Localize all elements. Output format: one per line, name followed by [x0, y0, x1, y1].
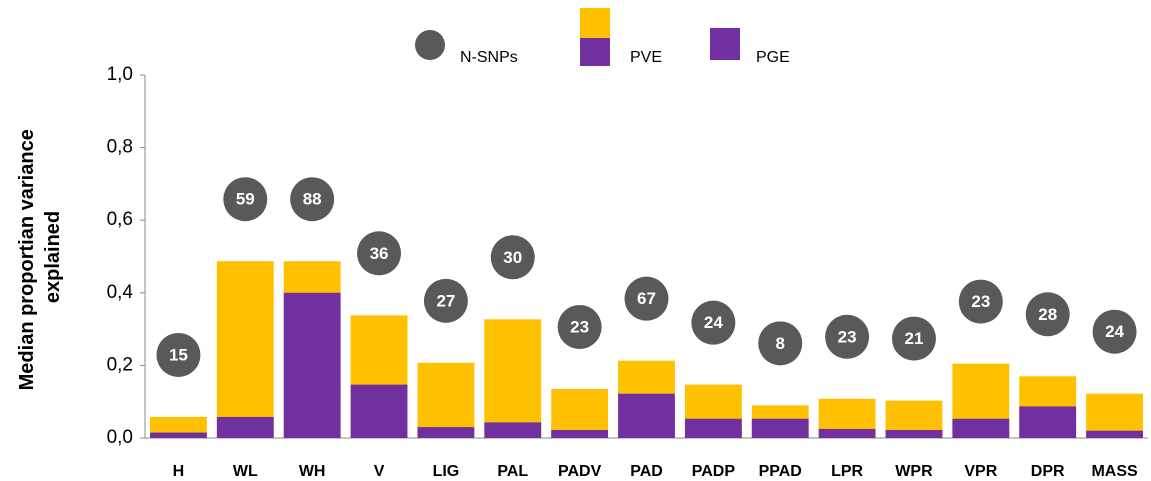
- bar: [551, 430, 609, 438]
- n-snps-bubble: [891, 316, 936, 361]
- n-snps-bubble: [223, 177, 268, 222]
- bar: [484, 319, 542, 438]
- y-tick-label: 0,4: [107, 282, 134, 303]
- n-snps-label: 21: [905, 329, 924, 348]
- n-snps-label: 30: [503, 248, 522, 267]
- n-snps-bubble: [1092, 309, 1137, 354]
- n-snps-label: 28: [1038, 305, 1057, 324]
- bar: [1019, 406, 1077, 438]
- y-tick-label: 0,8: [107, 137, 133, 158]
- x-tick-label: PADV: [558, 463, 602, 480]
- x-tick-label: LPR: [831, 463, 863, 480]
- y-axis-label-line: explained: [42, 211, 64, 303]
- n-snps-label: 23: [971, 292, 990, 311]
- n-snps-label: 23: [570, 317, 589, 336]
- n-snps-label: 24: [1105, 322, 1124, 341]
- n-snps-bubble: [1025, 292, 1070, 337]
- x-tick-label: PPAD: [759, 463, 802, 480]
- n-snps-label: 24: [704, 313, 723, 332]
- legend-swatch: [580, 38, 610, 66]
- bar: [1086, 430, 1143, 438]
- bar: [1086, 393, 1143, 438]
- n-snps-label: 59: [236, 190, 255, 209]
- n-snps-label: 36: [370, 244, 389, 263]
- n-snps-label: 8: [775, 334, 784, 353]
- n-snps-bubble: [624, 276, 669, 321]
- legend-swatch: [580, 8, 610, 38]
- legend-label: PVE: [630, 49, 662, 66]
- x-tick-label: VPR: [964, 463, 997, 480]
- n-snps-bubble: [490, 235, 535, 280]
- bar: [885, 430, 943, 438]
- y-tick-label: 0,0: [107, 427, 133, 448]
- n-snps-label: 27: [436, 291, 455, 310]
- bar: [283, 292, 341, 438]
- x-tick-label: WPR: [895, 463, 933, 480]
- x-tick-label: DPR: [1031, 463, 1065, 480]
- bar: [618, 393, 675, 438]
- bar: [818, 428, 876, 438]
- y-tick-label: 1,0: [107, 64, 133, 85]
- bar: [150, 432, 207, 438]
- n-snps-label: 15: [169, 345, 188, 364]
- n-snps-bubble: [156, 332, 201, 377]
- n-snps-label: 67: [637, 289, 656, 308]
- bar: [952, 418, 1010, 438]
- bar: [551, 388, 609, 438]
- bar: [216, 416, 274, 438]
- y-axis-label: Median proportian variance explained: [16, 124, 64, 391]
- n-snps-bubble: [423, 278, 468, 323]
- x-tick-label: V: [374, 463, 385, 480]
- legend-label: N-SNPs: [460, 49, 518, 66]
- x-tick-label: WH: [299, 463, 326, 480]
- x-tick-label: H: [173, 463, 185, 480]
- x-tick-label: WL: [233, 463, 258, 480]
- n-snps-bubble: [557, 304, 602, 349]
- x-tick-label: PAD: [630, 463, 663, 480]
- n-snps-bubble: [691, 300, 736, 345]
- bar: [216, 261, 274, 438]
- bar: [484, 422, 542, 438]
- bar: [751, 418, 809, 438]
- bar: [350, 384, 408, 438]
- y-axis-label-line: Median proportian variance: [16, 129, 38, 390]
- n-snps-bubble: [758, 321, 803, 366]
- x-tick-label: MASS: [1091, 463, 1138, 480]
- n-snps-bubble: [958, 279, 1003, 324]
- legend-swatch: [710, 28, 740, 60]
- legend-label: PGE: [756, 49, 790, 66]
- x-tick-label: PAL: [497, 463, 528, 480]
- bar: [417, 362, 475, 438]
- n-snps-label: 88: [303, 190, 322, 209]
- y-tick-label: 0,2: [107, 354, 133, 375]
- n-snps-bubble: [357, 231, 402, 276]
- y-tick-label: 0,6: [107, 209, 133, 230]
- n-snps-bubble: [825, 314, 870, 359]
- n-snps-bubble: [290, 177, 335, 222]
- bar: [684, 418, 742, 438]
- legend-swatch: [415, 30, 445, 60]
- x-tick-label: PADP: [692, 463, 736, 480]
- n-snps-label: 23: [838, 327, 857, 346]
- bar: [417, 427, 475, 438]
- x-tick-label: LIG: [433, 463, 460, 480]
